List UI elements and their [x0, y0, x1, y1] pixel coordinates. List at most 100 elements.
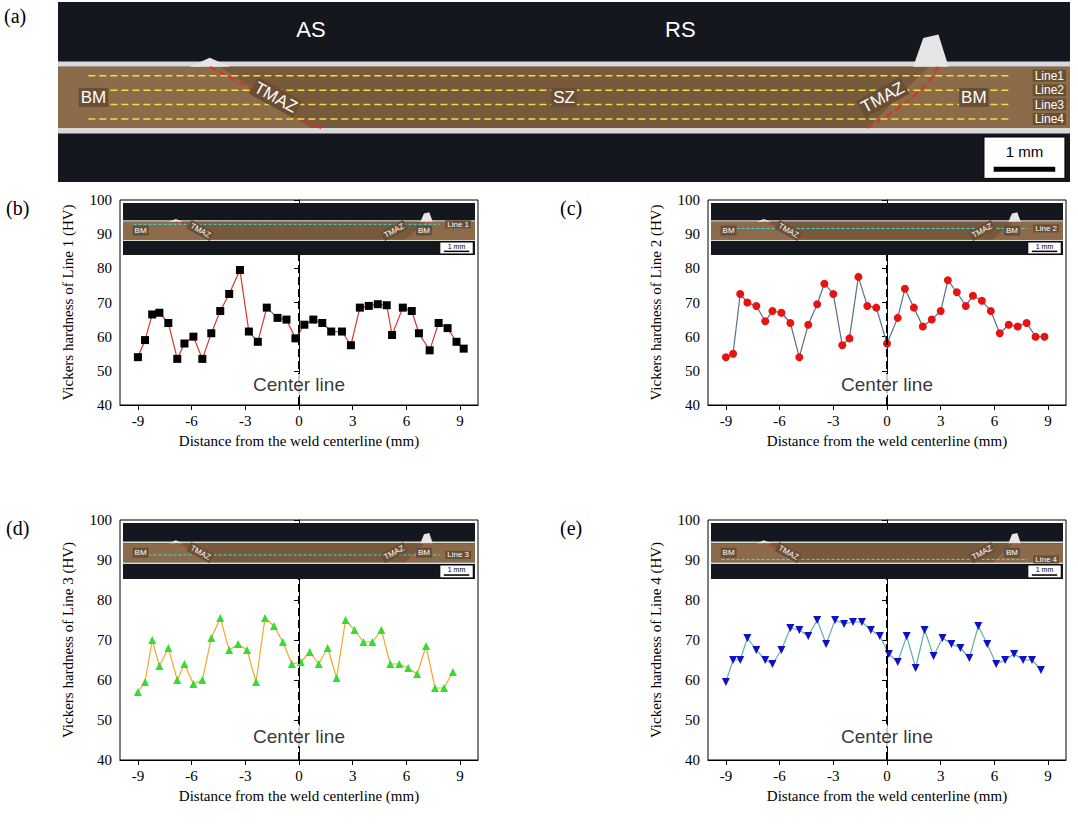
svg-text:BM: BM: [418, 226, 430, 235]
svg-text:50: 50: [685, 712, 700, 728]
svg-text:90: 90: [685, 226, 700, 242]
svg-text:50: 50: [97, 712, 112, 728]
svg-text:Line 1: Line 1: [447, 220, 469, 229]
svg-text:TMAZ: TMAZ: [189, 544, 213, 562]
svg-text:50: 50: [97, 363, 112, 379]
svg-text:Line4: Line4: [1035, 112, 1065, 126]
svg-text:Line1: Line1: [1035, 69, 1065, 83]
svg-text:Vickers hardness of Line 2 (HV: Vickers hardness of Line 2 (HV): [648, 204, 665, 400]
svg-text:Vickers hardness of Line 3 (HV: Vickers hardness of Line 3 (HV): [60, 542, 77, 738]
svg-text:Line2: Line2: [1035, 83, 1065, 97]
svg-text:BM: BM: [135, 548, 147, 557]
svg-text:BM: BM: [135, 226, 147, 235]
svg-text:6: 6: [403, 413, 411, 429]
svg-text:Line 2: Line 2: [1035, 224, 1057, 233]
svg-text:60: 60: [97, 329, 112, 345]
svg-text:BM: BM: [1006, 548, 1018, 557]
svg-text:60: 60: [97, 672, 112, 688]
svg-text:-3: -3: [827, 413, 840, 429]
svg-text:9: 9: [456, 768, 464, 784]
svg-text:(c): (c): [560, 197, 582, 220]
svg-text:RS: RS: [665, 17, 696, 42]
svg-text:50: 50: [685, 363, 700, 379]
svg-text:TMAZ: TMAZ: [251, 78, 301, 117]
svg-text:Distance from the weld centerl: Distance from the weld centerline (mm): [179, 433, 419, 450]
svg-text:1 mm: 1 mm: [448, 243, 466, 250]
svg-text:(d): (d): [6, 517, 29, 540]
svg-text:-3: -3: [239, 413, 252, 429]
svg-text:Center line: Center line: [841, 374, 933, 395]
svg-text:(a): (a): [4, 5, 26, 28]
svg-text:90: 90: [97, 552, 112, 568]
svg-text:Line3: Line3: [1035, 98, 1065, 112]
svg-text:Center line: Center line: [253, 726, 345, 747]
svg-text:TMAZ: TMAZ: [970, 221, 994, 239]
svg-text:9: 9: [456, 413, 464, 429]
svg-text:BM: BM: [418, 548, 430, 557]
svg-text:Distance from the weld centerl: Distance from the weld centerline (mm): [767, 788, 1007, 805]
svg-text:Line 3: Line 3: [447, 550, 469, 559]
svg-text:TMAZ: TMAZ: [858, 78, 908, 117]
svg-text:70: 70: [97, 295, 112, 311]
svg-text:TMAZ: TMAZ: [777, 221, 801, 239]
svg-text:70: 70: [685, 632, 700, 648]
svg-text:(b): (b): [6, 197, 29, 220]
svg-text:-9: -9: [132, 413, 145, 429]
svg-text:90: 90: [685, 552, 700, 568]
svg-text:-9: -9: [132, 768, 145, 784]
svg-text:Distance from the weld centerl: Distance from the weld centerline (mm): [767, 433, 1007, 450]
svg-text:AS: AS: [296, 17, 325, 42]
svg-text:1 mm: 1 mm: [1036, 566, 1054, 573]
svg-text:6: 6: [991, 768, 999, 784]
svg-text:-3: -3: [239, 768, 252, 784]
svg-text:SZ: SZ: [553, 88, 575, 107]
svg-text:-3: -3: [827, 768, 840, 784]
svg-text:BM: BM: [1006, 226, 1018, 235]
svg-text:9: 9: [1044, 768, 1052, 784]
svg-text:TMAZ: TMAZ: [382, 221, 406, 239]
svg-text:3: 3: [937, 413, 945, 429]
svg-text:-9: -9: [720, 768, 733, 784]
svg-text:100: 100: [678, 192, 701, 208]
svg-text:3: 3: [349, 413, 357, 429]
svg-text:BM: BM: [723, 226, 735, 235]
svg-text:60: 60: [685, 329, 700, 345]
svg-text:40: 40: [97, 752, 112, 768]
svg-text:1 mm: 1 mm: [448, 566, 466, 573]
svg-text:90: 90: [97, 226, 112, 242]
svg-text:40: 40: [97, 397, 112, 413]
svg-text:-6: -6: [185, 413, 198, 429]
svg-text:3: 3: [349, 768, 357, 784]
svg-text:70: 70: [97, 632, 112, 648]
svg-text:80: 80: [685, 260, 700, 276]
svg-text:-6: -6: [773, 413, 786, 429]
svg-text:Center line: Center line: [841, 726, 933, 747]
svg-text:(e): (e): [560, 517, 582, 540]
svg-text:Vickers hardness of Line 4 (HV: Vickers hardness of Line 4 (HV): [648, 542, 665, 738]
svg-text:100: 100: [90, 512, 113, 528]
svg-text:6: 6: [403, 768, 411, 784]
svg-text:-9: -9: [720, 413, 733, 429]
svg-text:0: 0: [295, 413, 303, 429]
svg-text:TMAZ: TMAZ: [777, 544, 801, 562]
svg-text:3: 3: [937, 768, 945, 784]
svg-text:Center line: Center line: [253, 374, 345, 395]
svg-text:BM: BM: [81, 88, 107, 107]
svg-text:TMAZ: TMAZ: [382, 543, 406, 561]
svg-text:9: 9: [1044, 413, 1052, 429]
svg-text:70: 70: [685, 295, 700, 311]
svg-text:80: 80: [97, 260, 112, 276]
svg-text:BM: BM: [961, 88, 987, 107]
svg-text:-6: -6: [773, 768, 786, 784]
svg-text:60: 60: [685, 672, 700, 688]
svg-text:40: 40: [685, 752, 700, 768]
svg-text:TMAZ: TMAZ: [970, 543, 994, 561]
svg-text:Line 4: Line 4: [1035, 555, 1057, 564]
svg-text:BM: BM: [723, 548, 735, 557]
svg-text:Distance from the weld centerl: Distance from the weld centerline (mm): [179, 788, 419, 805]
svg-text:100: 100: [678, 512, 701, 528]
svg-text:80: 80: [685, 592, 700, 608]
svg-text:TMAZ: TMAZ: [189, 221, 213, 239]
svg-text:0: 0: [295, 768, 303, 784]
svg-text:100: 100: [90, 192, 113, 208]
